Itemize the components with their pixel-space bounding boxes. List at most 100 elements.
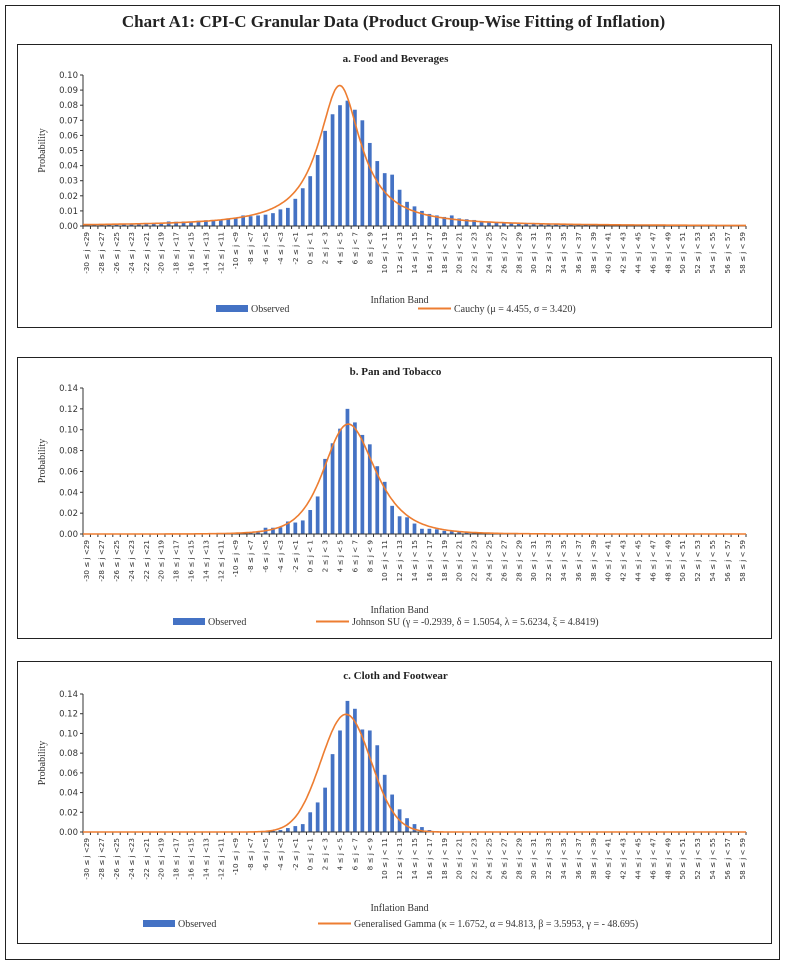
bar <box>360 434 365 534</box>
x-tick-label: -26 ≤ j <25 <box>112 232 121 274</box>
bar <box>323 787 327 832</box>
bar <box>330 443 335 534</box>
bar <box>308 812 313 832</box>
bar <box>420 528 424 534</box>
bar <box>367 142 372 226</box>
bar <box>390 505 395 534</box>
x-tick-label: -30 ≤ j <29 <box>82 540 91 582</box>
x-tick-label: -8 ≤ j <7 <box>246 838 255 871</box>
bar <box>420 827 424 832</box>
bar <box>472 532 476 534</box>
bar <box>569 224 573 226</box>
legend-fit: Generalised Gamma (κ = 1.6752, α = 94.81… <box>354 919 638 930</box>
bar <box>464 219 469 226</box>
x-tick-label: 46 ≤ j < 47 <box>648 540 657 581</box>
x-tick-label: 14 ≤ j < 15 <box>410 838 419 879</box>
x-tick-label: -26 ≤ j <25 <box>112 838 121 880</box>
y-tick-label: 0.09 <box>59 86 78 96</box>
bar <box>427 213 432 226</box>
y-tick-label: 0.02 <box>59 808 78 818</box>
x-tick-label: -12 ≤ j <11 <box>216 232 225 274</box>
x-tick-label: 32 ≤ j < 33 <box>544 838 553 879</box>
chart-svg: b. Pan and Tobacco 0.00 0.02 0.04 0.06 0.08 0.… <box>37 366 747 628</box>
x-tick-label: 18 ≤ j < 19 <box>440 232 449 274</box>
bar <box>308 510 313 534</box>
bar <box>226 218 231 226</box>
bar <box>367 730 372 832</box>
x-tick-label: 24 ≤ j < 25 <box>484 838 493 879</box>
bar <box>360 729 365 832</box>
x-tick-label: 36 ≤ j < 37 <box>574 540 583 581</box>
bar <box>211 219 216 226</box>
y-tick-label: 0.08 <box>59 101 78 111</box>
bar <box>524 223 529 226</box>
bar <box>323 130 327 226</box>
bar <box>539 224 544 226</box>
panel-food-beverages: a. Food and Beverages 0.00 0.01 0.02 0.03 0.0… <box>17 44 772 328</box>
bar <box>420 210 424 226</box>
x-tick-label: 18 ≤ j < 19 <box>440 540 449 582</box>
bar <box>271 527 275 534</box>
x-tick-label: 54 ≤ j < 55 <box>708 838 717 879</box>
x-axis-label: Inflation Band <box>370 903 428 914</box>
x-tick-label: 44 ≤ j < 45 <box>633 232 642 273</box>
y-tick-label: 0.04 <box>59 488 78 498</box>
bar <box>285 207 290 226</box>
bar <box>382 774 387 832</box>
x-tick-label: 16 ≤ j < 17 <box>425 838 434 879</box>
x-tick-label: 34 ≤ j < 35 <box>559 540 568 581</box>
bar <box>457 531 462 534</box>
fit-line <box>83 713 746 833</box>
x-tick-label: 22 ≤ j < 23 <box>470 232 479 273</box>
x-tick-label: 16 ≤ j < 17 <box>425 540 434 581</box>
x-tick-label: 4 ≤ j < 5 <box>336 838 345 870</box>
bar <box>315 802 320 832</box>
bar <box>263 214 268 226</box>
x-tick-label: 2 ≤ j < 3 <box>321 232 330 264</box>
bar <box>345 408 350 534</box>
x-tick-label: 52 ≤ j < 53 <box>693 838 702 879</box>
bar <box>114 224 119 226</box>
bar <box>367 444 372 534</box>
x-tick-label: 38 ≤ j < 39 <box>589 540 598 582</box>
x-tick-label: 24 ≤ j < 25 <box>484 232 493 273</box>
bar <box>204 220 208 226</box>
y-tick-label: 0.14 <box>59 690 78 700</box>
x-tick-label: -24 ≤ j <23 <box>127 838 136 880</box>
x-tick-label: 20 ≤ j < 21 <box>455 232 464 273</box>
bar <box>531 224 536 226</box>
y-tick-label: 0.10 <box>59 426 78 436</box>
x-tick-label: -16 ≤ j <15 <box>187 232 196 274</box>
bar <box>583 224 588 226</box>
bar <box>449 531 454 534</box>
bar <box>293 522 298 534</box>
bar <box>472 219 476 226</box>
chart-frame <box>5 5 780 960</box>
x-tick-label: 32 ≤ j < 33 <box>544 232 553 273</box>
chart-svg: a. Food and Beverages 0.00 0.01 0.02 0.03 0.0… <box>37 53 747 315</box>
y-tick-label: 0.06 <box>59 769 78 779</box>
x-tick-label: -20 ≤ j <19 <box>157 232 166 274</box>
x-tick-label: 38 ≤ j < 39 <box>589 232 598 274</box>
x-tick-label: 40 ≤ j < 41 <box>604 838 613 879</box>
x-tick-label: -6 ≤ j <5 <box>261 838 270 871</box>
x-tick-label: 42 ≤ j < 43 <box>619 232 628 273</box>
x-tick-label: 42 ≤ j < 43 <box>619 838 628 879</box>
x-tick-label: 26 ≤ j < 27 <box>499 540 508 581</box>
bar <box>122 224 126 226</box>
x-tick-label: -22 ≤ j <21 <box>142 838 151 880</box>
bar <box>129 224 134 226</box>
x-tick-label: 48 ≤ j < 49 <box>663 838 672 880</box>
y-tick-label: 0.00 <box>59 222 78 232</box>
x-tick-label: 26 ≤ j < 27 <box>499 232 508 273</box>
bar <box>360 120 365 226</box>
x-tick-label: -18 ≤ j <17 <box>172 540 181 582</box>
x-tick-label: 28 ≤ j < 29 <box>514 540 523 582</box>
bar <box>330 754 335 832</box>
x-tick-label: -24 ≤ j <23 <box>127 540 136 582</box>
x-tick-label: 52 ≤ j < 53 <box>693 540 702 581</box>
bar <box>315 155 320 226</box>
x-tick-label: 0 ≤ j < 1 <box>306 838 315 870</box>
legend-bar-swatch <box>216 305 248 312</box>
y-tick-label: 0.02 <box>59 192 78 202</box>
